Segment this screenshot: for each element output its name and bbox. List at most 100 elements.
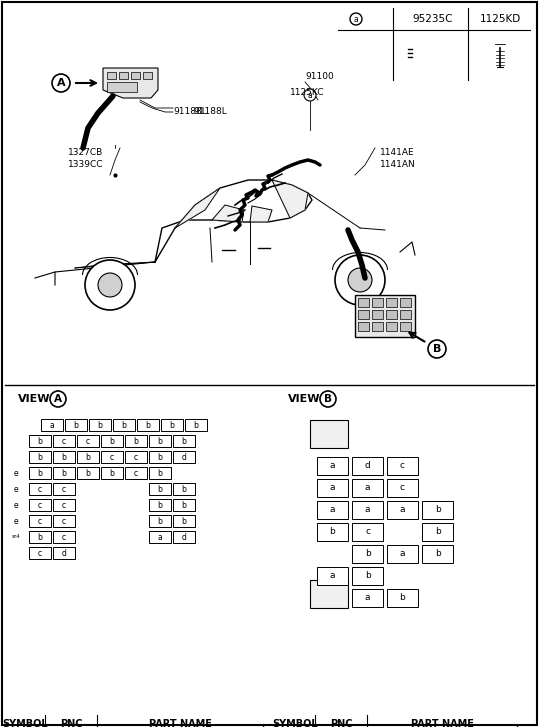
Bar [107,82,137,92]
Bar [29,515,51,527]
Bar [352,523,383,541]
Bar [358,310,369,319]
Polygon shape [18,228,415,288]
Bar [422,545,453,563]
Text: VIEW: VIEW [18,394,51,404]
Bar [338,8,530,80]
Bar [275,385,534,715]
Bar [119,72,128,79]
Text: b: b [182,516,186,526]
Text: e: e [13,516,18,526]
Bar [387,589,418,607]
Text: a: a [400,505,405,515]
Bar [29,531,51,543]
Bar [137,544,163,554]
Bar [38,268,56,278]
Text: 91188L: 91188L [193,107,227,116]
Bar [434,50,440,54]
Text: a: a [330,571,335,580]
Text: b: b [86,452,91,462]
Circle shape [98,273,122,297]
Bar [400,298,411,307]
Text: c: c [400,462,405,470]
Text: VIEW: VIEW [288,394,321,404]
Bar [317,523,348,541]
Bar [53,435,75,447]
Bar [372,310,383,319]
Bar [400,310,411,319]
Text: a: a [330,483,335,492]
Bar [5,715,263,727]
Text: c: c [62,500,66,510]
Bar [386,310,397,319]
Bar [29,451,51,463]
Bar [6,466,26,480]
Bar [105,544,131,554]
Text: a: a [308,90,313,100]
Bar [6,530,26,544]
Bar [131,72,140,79]
Bar [53,499,75,511]
Bar [161,419,183,431]
Bar [185,419,207,431]
Circle shape [320,391,336,407]
Bar [29,547,51,559]
Bar [173,531,195,543]
Circle shape [335,255,385,305]
Text: a: a [50,420,54,430]
Polygon shape [272,180,308,218]
Bar [149,467,171,479]
Bar [53,451,75,463]
Text: b: b [364,550,370,558]
Bar [352,589,383,607]
Text: SYMBOL: SYMBOL [2,719,48,727]
Text: d: d [61,548,66,558]
Text: a: a [365,505,370,515]
Text: d: d [182,452,186,462]
Bar [53,483,75,495]
Text: c: c [38,516,42,526]
Text: c: c [62,532,66,542]
Bar [125,435,147,447]
Bar [101,467,123,479]
Bar [387,545,418,563]
Text: SYMBOL: SYMBOL [272,719,318,727]
Text: 1125KD: 1125KD [479,14,521,24]
Text: b: b [399,593,405,603]
Bar [6,482,26,496]
Bar [317,479,348,497]
Text: b: b [194,420,198,430]
Bar [125,467,147,479]
Bar [422,501,453,519]
Text: a: a [365,593,370,603]
Bar [412,46,434,62]
Circle shape [348,268,372,292]
Text: 95235C: 95235C [413,14,453,24]
Bar [352,457,383,475]
Text: b: b [434,528,440,537]
Text: 1141AE: 1141AE [380,148,414,157]
Text: b: b [182,436,186,446]
Text: c: c [86,436,90,446]
Text: e: e [13,484,18,494]
Bar [137,419,159,431]
Bar [173,451,195,463]
Text: c: c [400,483,405,492]
Text: A: A [57,78,65,88]
Text: b: b [109,436,114,446]
Circle shape [350,13,362,25]
Text: b: b [146,420,150,430]
Text: b: b [109,468,114,478]
Bar [125,451,147,463]
Text: b: b [157,436,162,446]
Text: c: c [134,468,138,478]
Text: A: A [54,394,62,404]
Bar [6,514,26,528]
Text: a: a [400,550,405,558]
Text: a: a [330,462,335,470]
Bar [107,72,116,79]
Bar [137,556,163,566]
Text: a: a [330,505,335,515]
Text: b: b [434,505,440,515]
Text: d: d [364,462,370,470]
